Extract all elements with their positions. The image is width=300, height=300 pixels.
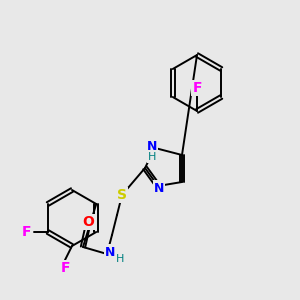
Text: F: F xyxy=(192,81,202,95)
Text: H: H xyxy=(148,152,156,162)
Text: N: N xyxy=(154,182,164,194)
Text: F: F xyxy=(60,261,70,275)
Text: F: F xyxy=(22,225,32,239)
Text: N: N xyxy=(147,140,157,154)
Text: S: S xyxy=(117,188,127,202)
Text: N: N xyxy=(105,245,115,259)
Text: O: O xyxy=(82,215,94,229)
Text: H: H xyxy=(116,254,124,264)
